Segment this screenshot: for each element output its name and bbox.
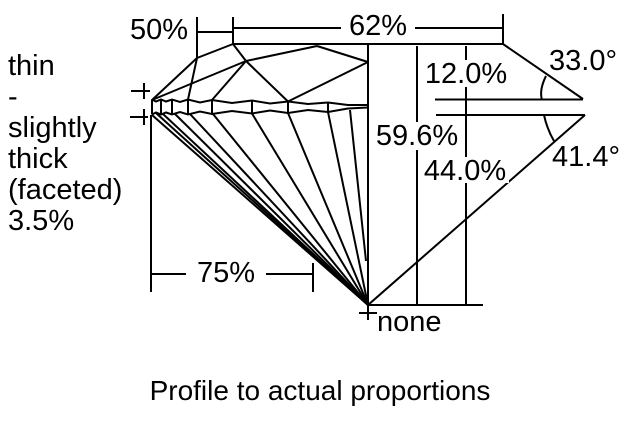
- label-lower-girdle: 75%: [186, 259, 266, 288]
- label-total-depth: 59.6%: [371, 122, 463, 151]
- note-line: thin: [8, 50, 55, 82]
- label-pavilion-angle: 41.4°: [552, 141, 621, 173]
- note-line: slightly: [8, 112, 97, 144]
- label-crown-height: 12.0%: [421, 60, 511, 89]
- label-star-length: 50%: [129, 14, 188, 46]
- girdle-thickness-note: thin - slightly thick (faceted) 3.5%: [8, 51, 122, 237]
- note-line: (faceted): [8, 174, 123, 206]
- note-line: -: [8, 81, 18, 113]
- label-crown-angle: 33.0°: [549, 45, 618, 77]
- label-pavilion-depth: 44.0%: [421, 157, 509, 186]
- note-line: thick: [8, 143, 68, 175]
- note-line: 3.5%: [8, 205, 75, 237]
- label-culet: none: [377, 306, 442, 338]
- diagram-caption: Profile to actual proportions: [149, 375, 491, 406]
- label-table-size: 62%: [341, 12, 415, 41]
